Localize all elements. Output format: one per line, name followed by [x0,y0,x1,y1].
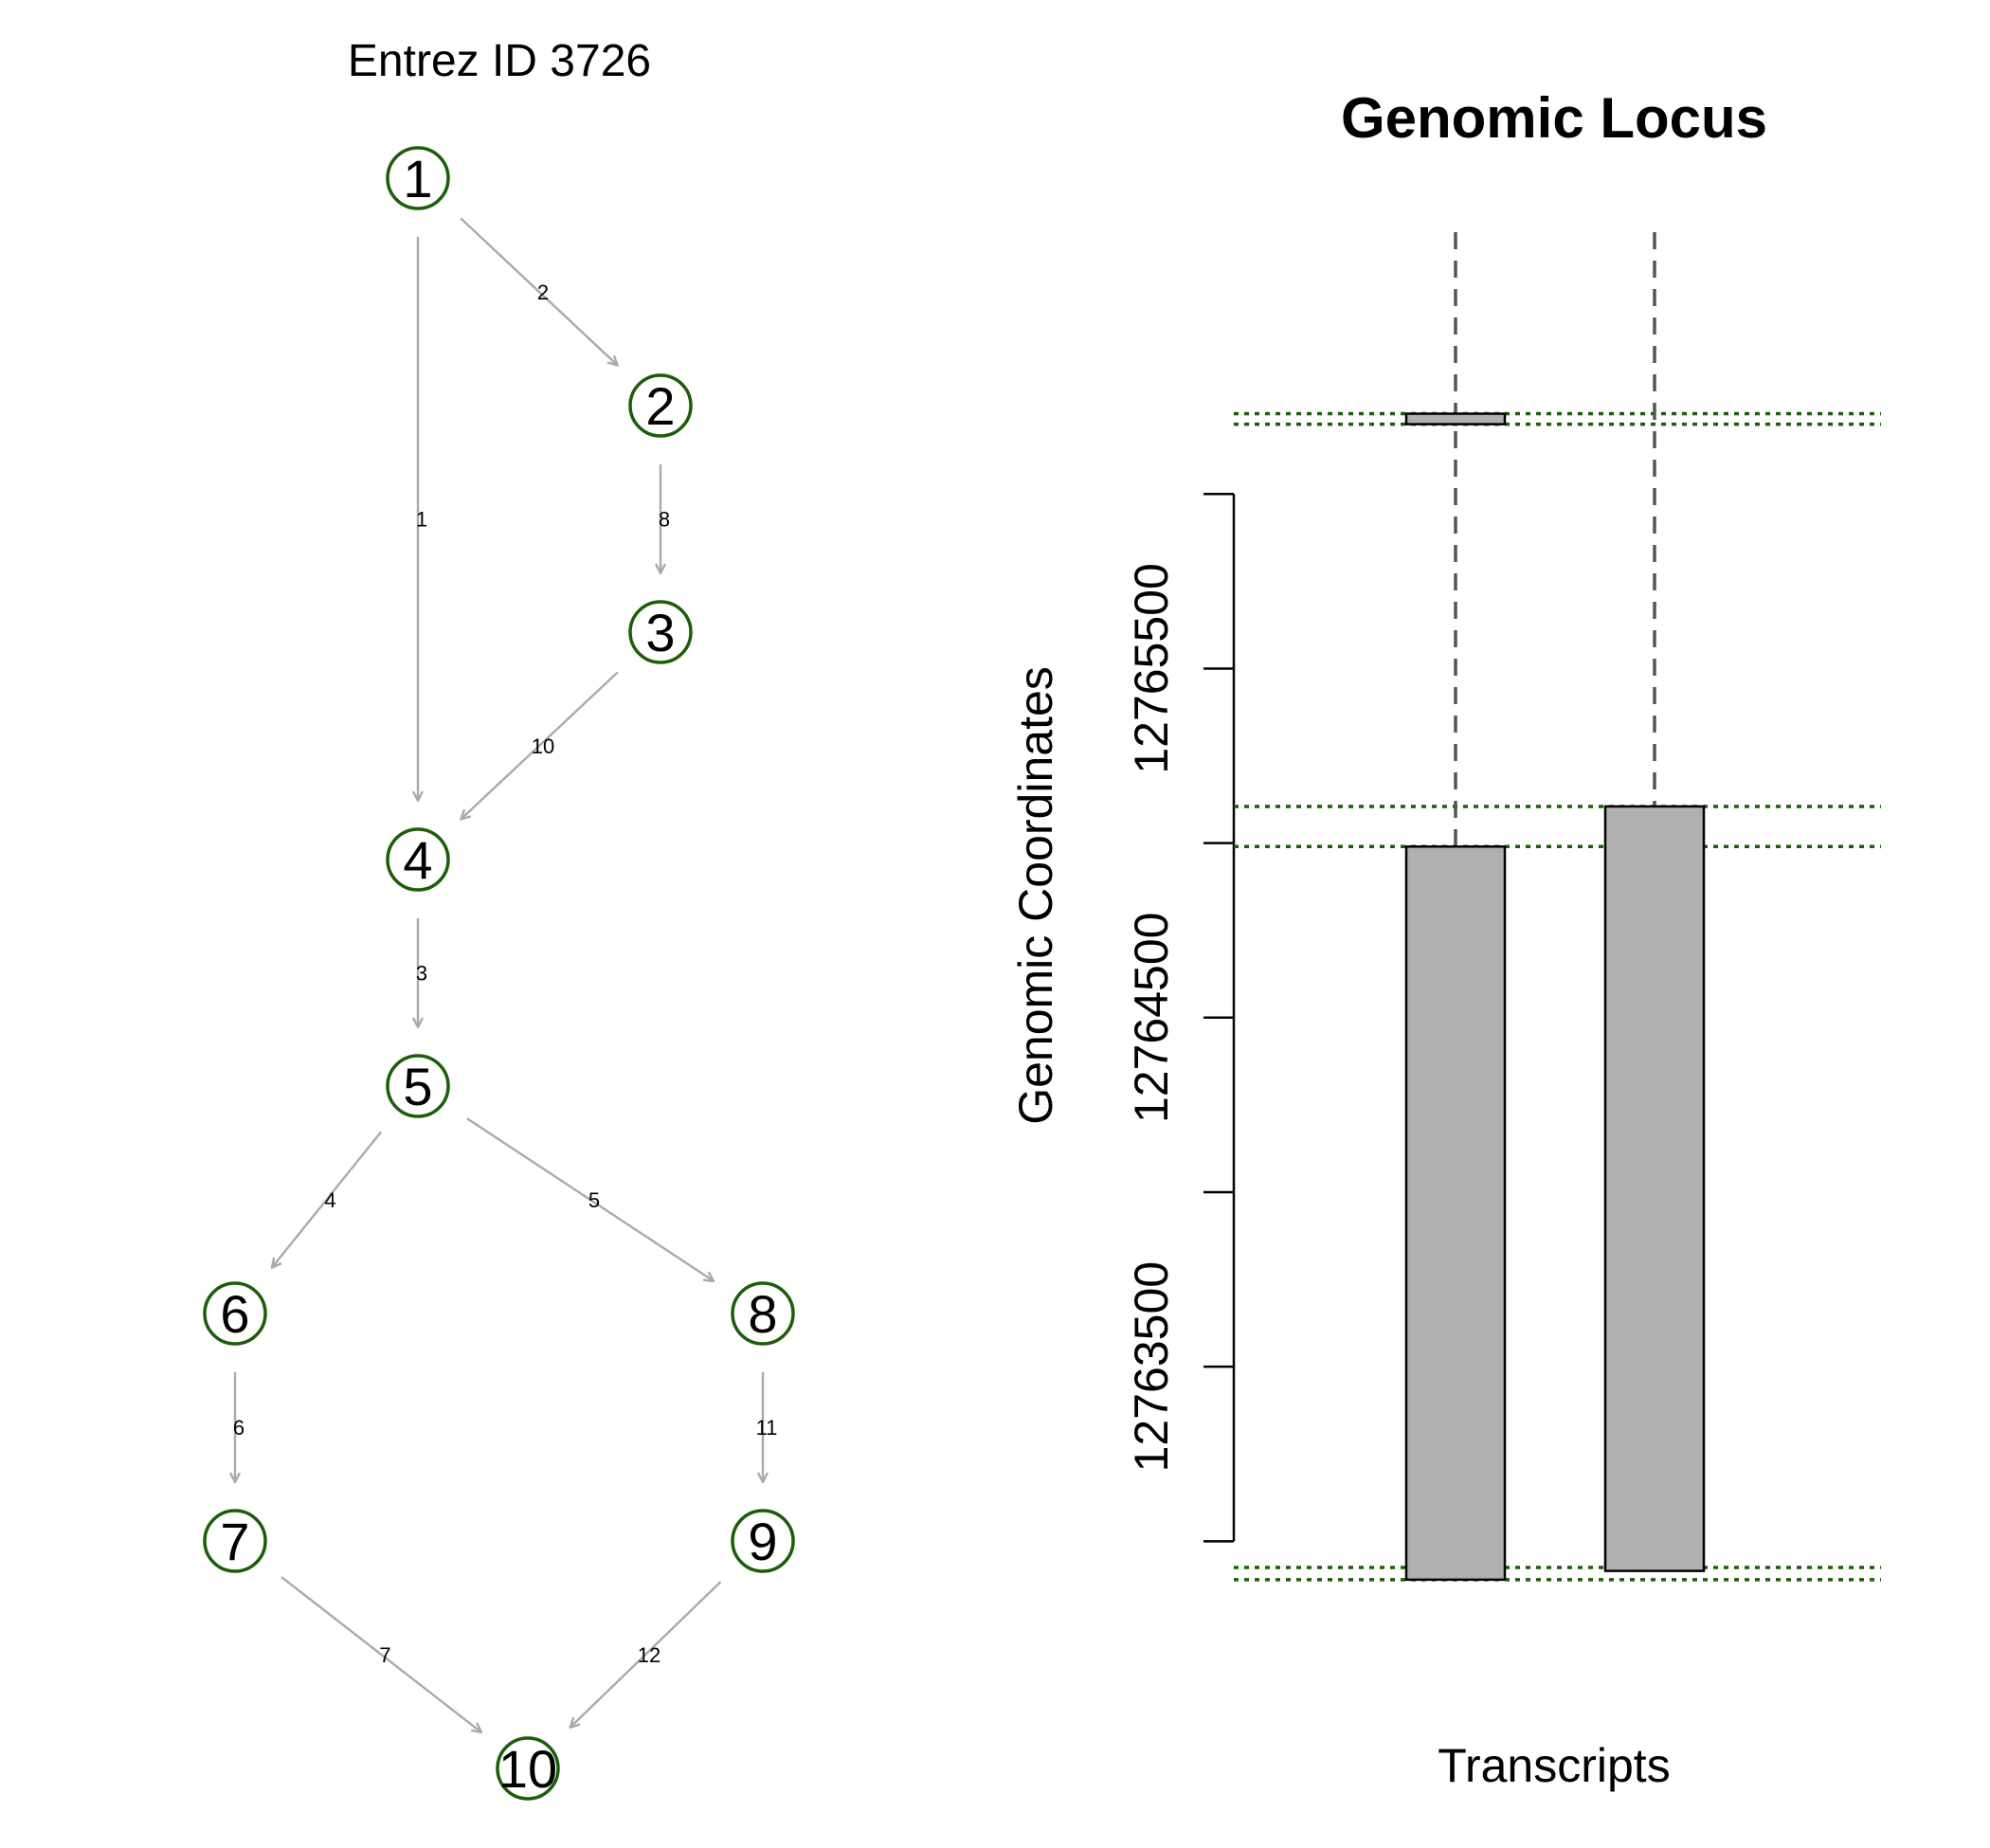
edge-label-2: 2 [537,281,549,304]
graph-title: Entrez ID 3726 [348,36,651,86]
graph-node-2 [628,373,693,438]
transcript-1-exon-1 [1404,845,1507,1582]
node-label-4: 4 [403,830,432,890]
node-label-8: 8 [748,1284,777,1344]
edge-label-12: 12 [638,1643,660,1667]
graph-node-7 [203,1509,267,1573]
graph-edge-10 [461,671,619,819]
edge-label-10: 10 [532,734,554,758]
node-label-5: 5 [403,1057,432,1116]
node-label-3: 3 [645,603,675,662]
node-label-7: 7 [220,1512,249,1571]
graph-node-3 [628,600,693,664]
edge-label-8: 8 [659,508,670,532]
graph-edge-4 [272,1131,383,1267]
edge-label-3: 3 [416,962,427,986]
genomic-locus-plot: Genomic Locus Transcripts Genomic Coordi… [1009,86,1881,1792]
x-axis-title: Transcripts [1438,1739,1670,1792]
graph-edge-7 [280,1576,481,1732]
edge-label-7: 7 [379,1643,390,1667]
graph-node-5 [386,1054,450,1118]
transcript-1-exon-2 [1404,412,1507,426]
edge-label-4: 4 [324,1188,335,1212]
edge-label-1: 1 [416,508,427,532]
locus-title: Genomic Locus [1341,86,1767,150]
y-tick-label: 12764500 [1125,913,1178,1123]
graph-node-1 [386,146,450,210]
graph-edge-12 [570,1581,722,1728]
locus-marks [1234,232,1881,1582]
graph-node-10 [496,1736,560,1801]
graph-node-6 [203,1281,267,1346]
y-axis-title: Genomic Coordinates [1009,666,1062,1125]
edge-label-11: 11 [756,1416,778,1440]
transcript-2-exon-1 [1603,805,1706,1572]
node-label-1: 1 [403,149,432,208]
node-label-10: 10 [498,1739,557,1799]
edge-label-6: 6 [233,1416,244,1440]
node-label-9: 9 [748,1512,777,1571]
node-label-6: 6 [220,1284,249,1344]
graph-edge-5 [466,1117,714,1281]
y-tick-label: 12765500 [1125,563,1178,773]
graph-node-4 [386,827,450,892]
node-label-2: 2 [645,376,675,436]
graph-node-9 [731,1509,795,1573]
y-axis: 12763500 12764500 12765500 [1125,493,1236,1543]
graph-edge-2 [460,217,618,365]
y-tick-label: 12763500 [1125,1261,1178,1472]
edge-label-5: 5 [588,1188,600,1212]
graph-node-8 [731,1281,795,1346]
